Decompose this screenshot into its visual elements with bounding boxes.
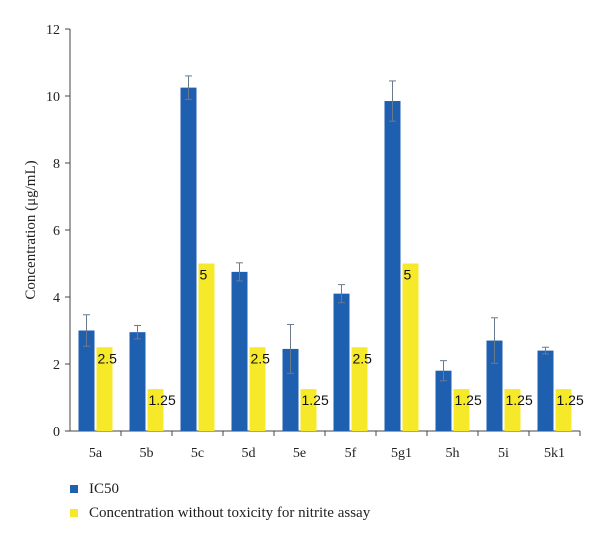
- x-tick-label: 5c: [191, 446, 204, 461]
- x-tick-label: 5i: [498, 446, 509, 461]
- bar-concentration: [453, 389, 470, 431]
- bar-concentration: [147, 389, 164, 431]
- x-tick-label: 5d: [242, 446, 256, 461]
- bar-concentration: [198, 263, 215, 431]
- bar-ic50: [486, 340, 503, 431]
- bar-ic50: [384, 101, 401, 432]
- legend-swatch-concentration: [70, 509, 78, 517]
- bar-ic50: [537, 350, 554, 431]
- legend-label-concentration: Concentration without toxicity for nitri…: [89, 504, 371, 521]
- data-label: 1.25: [149, 392, 176, 408]
- bar-ic50: [78, 330, 95, 431]
- bar-concentration: [504, 389, 521, 431]
- bars: 2.5 1.25 5 2.5 1.25 2.5 5 1.25 1.25 1.25: [78, 75, 584, 432]
- y-tick-label: 4: [53, 291, 60, 306]
- bar-ic50: [333, 293, 350, 431]
- data-label: 1.25: [302, 392, 329, 408]
- x-axis: 5a 5b 5c 5d 5e 5f 5g1 5h 5i 5k1: [70, 430, 581, 461]
- data-label: 5: [404, 267, 412, 283]
- bar-ic50: [231, 271, 248, 431]
- bar-concentration: [96, 347, 113, 431]
- bar-ic50: [435, 370, 452, 431]
- y-tick-label: 8: [53, 157, 60, 172]
- y-tick-label: 12: [46, 23, 60, 38]
- legend: IC50 Concentration without toxicity for …: [70, 478, 370, 526]
- y-tick-label: 0: [53, 425, 60, 440]
- data-label: 1.25: [557, 392, 584, 408]
- data-label: 2.5: [98, 350, 118, 366]
- bar-concentration: [300, 389, 317, 431]
- x-tick-label: 5k1: [544, 446, 565, 461]
- data-label: 1.25: [455, 392, 482, 408]
- x-tick-label: 5b: [140, 446, 154, 461]
- legend-label-ic50: IC50: [89, 480, 119, 497]
- y-axis-title: Concentration (μg/mL): [23, 160, 39, 299]
- x-tick-label: 5h: [446, 446, 460, 461]
- y-tick-label: 2: [53, 358, 60, 373]
- bar-ic50: [180, 87, 197, 431]
- y-axis: 0 2 4 6 8 10 12: [46, 23, 71, 440]
- bar-concentration: [402, 263, 419, 431]
- bar-ic50: [129, 332, 146, 431]
- bar-chart: 0 2 4 6 8 10 12 5a 5b 5c 5d 5e 5f 5g1 5h 5i 5k1 2.5 1.25…: [23, 23, 584, 461]
- x-tick-label: 5a: [89, 446, 103, 461]
- legend-item-concentration: Concentration without toxicity for nitri…: [70, 502, 370, 524]
- y-tick-label: 6: [53, 224, 60, 239]
- data-label: 1.25: [506, 392, 533, 408]
- data-label: 5: [200, 267, 208, 283]
- x-tick-label: 5e: [293, 446, 306, 461]
- legend-swatch-ic50: [70, 485, 78, 493]
- bar-concentration: [555, 389, 572, 431]
- legend-item-ic50: IC50: [70, 478, 370, 500]
- x-tick-label: 5g1: [391, 446, 412, 461]
- bar-concentration: [351, 347, 368, 431]
- data-label: 2.5: [353, 350, 373, 366]
- data-label: 2.5: [251, 350, 271, 366]
- x-tick-label: 5f: [345, 446, 357, 461]
- bar-concentration: [249, 347, 266, 431]
- y-tick-label: 10: [46, 90, 60, 105]
- bar-ic50: [282, 348, 299, 431]
